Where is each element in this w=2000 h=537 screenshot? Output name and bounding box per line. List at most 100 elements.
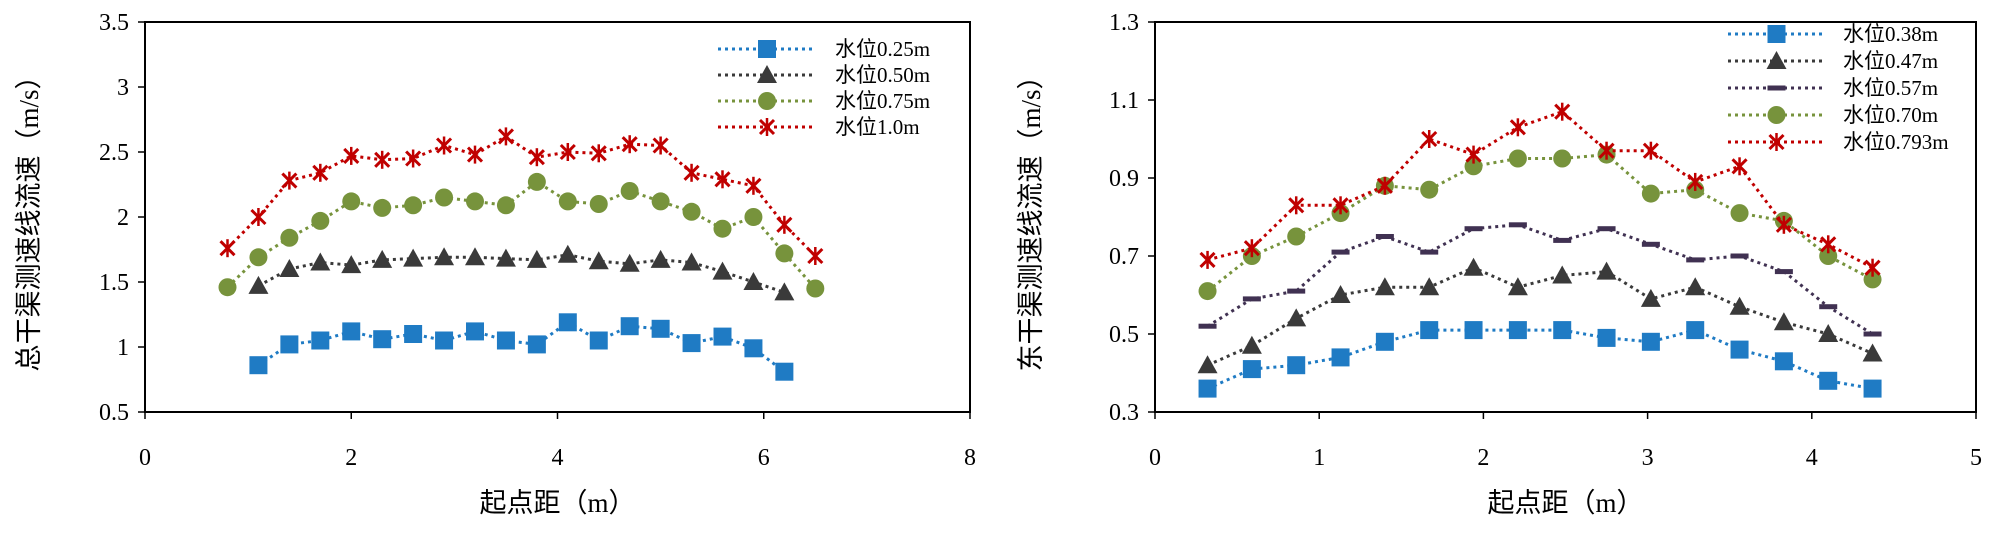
legend-label: 水位0.57m: [1843, 76, 1938, 100]
data-point: [527, 335, 546, 354]
y-tick-label: 3.5: [99, 10, 129, 36]
y-tick-label: 0.5: [99, 400, 129, 426]
data-point: [713, 219, 732, 238]
data-point: [652, 136, 669, 155]
data-point: [373, 198, 392, 217]
data-point: [1554, 102, 1571, 121]
data-point: [1553, 321, 1572, 340]
data-point: [1287, 356, 1306, 375]
data-point: [1596, 261, 1617, 280]
data-point: [1729, 296, 1750, 315]
x-tick-label: 5: [1970, 445, 1982, 471]
data-point: [1375, 234, 1394, 239]
y-tick-label: 0.3: [1109, 400, 1139, 426]
y-tick-label: 1.5: [99, 270, 129, 296]
data-point: [1242, 296, 1261, 302]
data-point: [496, 331, 515, 350]
data-point: [712, 261, 733, 280]
data-point: [280, 335, 299, 354]
x-tick-label: 1: [1313, 445, 1325, 471]
y-axis-title: 总干渠测速线流速（m/s）: [14, 62, 44, 371]
data-point: [310, 252, 331, 271]
data-point: [1242, 360, 1261, 379]
legend-marker: [1768, 133, 1785, 151]
series-line: [1206, 223, 1874, 336]
data-point: [1464, 226, 1483, 232]
data-point: [1288, 196, 1305, 215]
data-point: [1597, 328, 1616, 347]
legend-label: 水位0.47m: [1843, 49, 1938, 73]
data-point: [1774, 269, 1793, 275]
data-point: [1773, 312, 1794, 331]
data-point: [1863, 379, 1882, 398]
data-point: [497, 127, 514, 146]
x-tick-label: 4: [1806, 445, 1818, 471]
series-line: [257, 253, 785, 294]
data-point: [1376, 176, 1393, 195]
data-point: [1243, 239, 1260, 258]
data-point: [404, 196, 423, 215]
data-point: [311, 211, 330, 230]
data-point: [1509, 118, 1526, 137]
x-axis-title: 起点距（m）: [479, 488, 635, 518]
data-point: [589, 331, 608, 350]
x-tick-label: 3: [1642, 445, 1654, 471]
series-line: [1206, 153, 1874, 293]
series-2: [1197, 257, 1883, 374]
series-line: [1206, 328, 1873, 391]
x-tick-label: 6: [758, 445, 770, 471]
data-point: [558, 192, 577, 211]
data-point: [1287, 288, 1306, 294]
data-point: [373, 330, 392, 349]
data-point: [219, 239, 236, 258]
legend-marker: [758, 118, 776, 136]
x-tick-label: 0: [139, 445, 151, 471]
data-point: [1199, 250, 1216, 269]
data-point: [745, 176, 762, 195]
data-point: [1818, 324, 1839, 342]
y-tick-label: 2: [117, 205, 129, 231]
data-point: [1686, 257, 1705, 263]
data-point: [528, 148, 545, 167]
data-point: [806, 279, 825, 298]
data-point: [1641, 241, 1660, 247]
data-point: [1731, 157, 1748, 176]
legend-label: 水位0.50m: [835, 63, 930, 87]
x-tick-label: 4: [552, 445, 564, 471]
data-point: [1198, 379, 1217, 398]
series-3: [218, 172, 825, 298]
series-4: [1198, 145, 1882, 301]
data-point: [526, 249, 547, 268]
data-point: [1241, 335, 1262, 354]
data-point: [1508, 321, 1527, 340]
data-point: [1331, 249, 1350, 255]
series-4: [219, 127, 824, 265]
legend-item: 水位0.38m: [1728, 22, 1938, 46]
data-point: [1775, 215, 1792, 234]
data-point: [403, 248, 424, 267]
data-point: [1420, 180, 1439, 199]
y-tick-label: 0.5: [1109, 322, 1139, 348]
data-point: [1863, 270, 1882, 289]
data-point: [1597, 226, 1616, 232]
data-point: [372, 249, 393, 268]
series-1: [1198, 321, 1882, 398]
chart-east-canal: 0.3 0.5 0.7 0.9 1.1 1.3 0 1 2 3 4 5 起点距（m） 东干渠测速线流速（m…: [1016, 10, 1982, 518]
plot-area-frame: [1154, 21, 1977, 413]
data-point: [1375, 332, 1394, 351]
data-point: [588, 251, 609, 270]
data-point: [405, 149, 422, 168]
data-point: [651, 192, 670, 211]
legend-item: 水位0.70m: [1728, 103, 1938, 127]
series-line: [257, 320, 786, 373]
data-point: [681, 252, 702, 271]
data-point: [619, 253, 640, 272]
x-tick-label: 2: [345, 445, 357, 471]
data-point: [1819, 371, 1838, 390]
data-point: [1730, 253, 1749, 259]
data-point: [1374, 277, 1395, 296]
data-point: [1507, 277, 1528, 296]
data-point: [774, 282, 795, 301]
data-point: [1685, 277, 1706, 296]
legend-marker: [1767, 25, 1786, 43]
